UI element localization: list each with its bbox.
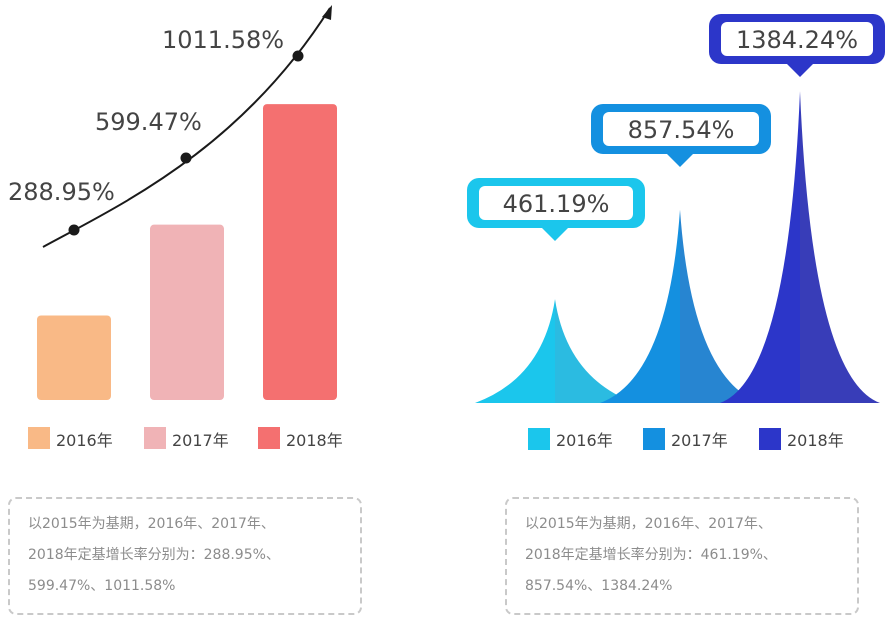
bar-2: [150, 224, 224, 400]
callout-label-1: 461.19%: [503, 190, 610, 218]
legend-label-2: 2017年: [172, 431, 229, 450]
value-label-3: 1011.58%: [162, 26, 284, 54]
callout-label-3: 1384.24%: [736, 26, 858, 54]
peak-2: [600, 209, 760, 403]
peak-1: [475, 299, 635, 403]
right-note-line-2: 2018年定基增长率分别为：461.19%、: [525, 547, 777, 563]
right-legend-label-2: 2017年: [671, 431, 728, 450]
right-note-line-3: 857.54%、1384.24%: [525, 578, 673, 594]
callout-1: 461.19%: [467, 178, 645, 241]
left-note-line-1: 以2015年为基期，2016年、2017年、: [28, 516, 275, 532]
left-bar-chart: 288.95% 599.47% 1011.58% 2016年 2017年 2018年: [8, 5, 343, 450]
right-note-line-1: 以2015年为基期，2016年、2017年、: [525, 516, 772, 532]
left-chart-note: 以2015年为基期，2016年、2017年、 2018年定基增长率分别为：288…: [8, 497, 362, 615]
right-peak-chart: 461.19% 857.54% 1384.24% 2016年 2017年 2018年: [467, 14, 885, 450]
value-label-2: 599.47%: [95, 108, 202, 136]
legend-swatch-1: [28, 427, 50, 449]
trend-point-3: [292, 50, 304, 62]
bar-3: [263, 104, 337, 400]
legend-label-3: 2018年: [286, 431, 343, 450]
right-legend-swatch-3: [759, 428, 781, 450]
legend-swatch-2: [144, 427, 166, 449]
right-legend-label-3: 2018年: [787, 431, 844, 450]
callout-label-2: 857.54%: [628, 116, 735, 144]
right-legend-label-1: 2016年: [556, 431, 613, 450]
left-note-line-2: 2018年定基增长率分别为：288.95%、: [28, 547, 280, 563]
peak-3: [720, 91, 880, 403]
legend-swatch-3: [258, 427, 280, 449]
bar-1: [37, 315, 111, 400]
right-legend-swatch-1: [528, 428, 550, 450]
legend-label-1: 2016年: [56, 431, 113, 450]
right-legend-swatch-2: [643, 428, 665, 450]
right-chart-note: 以2015年为基期，2016年、2017年、 2018年定基增长率分别为：461…: [505, 497, 859, 615]
callout-3: 1384.24%: [709, 14, 885, 77]
callout-2: 857.54%: [591, 104, 771, 167]
trend-point-1: [68, 224, 80, 236]
value-label-1: 288.95%: [8, 178, 115, 206]
left-note-line-3: 599.47%、1011.58%: [28, 578, 176, 594]
trend-arrowhead: [322, 5, 332, 20]
trend-point-2: [180, 152, 192, 164]
